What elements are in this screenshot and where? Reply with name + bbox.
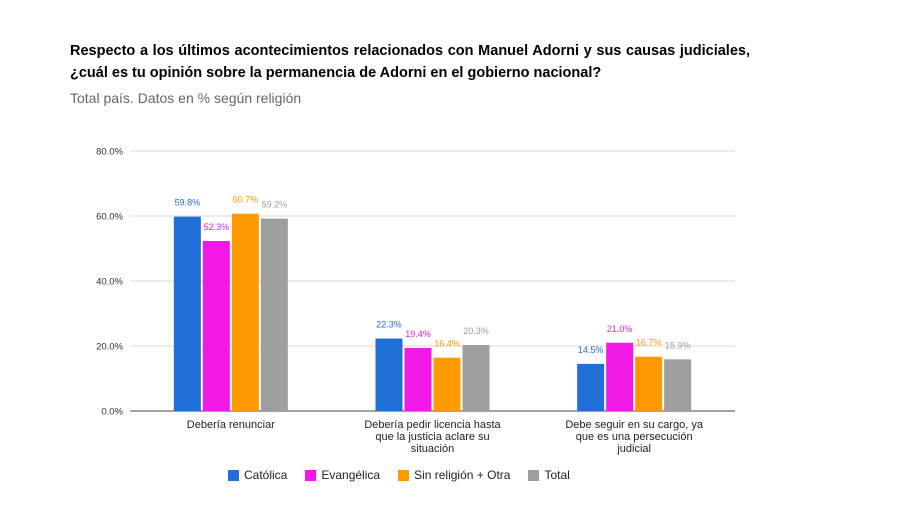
legend-swatch (305, 469, 317, 481)
bar (231, 213, 259, 411)
data-label: 21.0% (607, 324, 633, 334)
y-tick-label: 0.0% (101, 407, 123, 418)
bar (173, 216, 201, 411)
data-label: 15.9% (665, 340, 691, 350)
bar (577, 363, 605, 411)
legend-label: Total (544, 468, 570, 482)
legend-item: Total (528, 468, 570, 482)
x-category-label: situación (411, 443, 454, 455)
legend-item: Católica (228, 468, 287, 482)
data-label: 59.8% (175, 198, 201, 208)
data-label: 60.7% (233, 195, 259, 205)
legend-swatch (528, 469, 540, 481)
data-label: 19.4% (405, 329, 431, 339)
data-label: 14.5% (578, 345, 604, 355)
chart-title: Respecto a los últimos acontecimientos r… (70, 43, 750, 81)
legend: Católica Evangélica Sin religión + Otra Tot… (228, 468, 570, 482)
x-category-label: judicial (616, 443, 651, 455)
bar (606, 342, 634, 411)
y-tick-label: 80.0% (96, 147, 123, 158)
x-category-label: Debe seguir en su cargo, ya (565, 419, 703, 431)
legend-label: Evangélica (321, 468, 381, 482)
chart-subtitle: Total país. Datos en % según religión (70, 90, 302, 106)
bar (260, 218, 288, 411)
data-label: 52.3% (204, 222, 230, 232)
legend-item: Evangélica (305, 468, 380, 482)
data-label: 59.2% (262, 200, 288, 210)
bar (433, 357, 461, 411)
bar (202, 241, 230, 411)
legend-label: Católica (244, 468, 288, 482)
bar (635, 356, 663, 411)
y-tick-label: 20.0% (96, 342, 123, 353)
bar (664, 359, 692, 411)
legend-swatch (398, 469, 410, 481)
data-label: 16.7% (636, 338, 662, 348)
bar (404, 347, 432, 411)
legend-item: Sin religión + Otra (398, 468, 510, 482)
y-tick-label: 60.0% (96, 212, 123, 223)
legend-swatch (228, 469, 239, 481)
bar (462, 345, 490, 411)
data-label: 16.4% (434, 339, 460, 349)
x-category-label: que la justicia aclare su (375, 431, 489, 443)
data-label: 22.3% (376, 320, 402, 330)
x-category-label: que es una persecución (576, 431, 693, 443)
bar (375, 338, 403, 411)
x-category-label: Debería pedir licencia hasta (364, 419, 501, 431)
y-tick-label: 40.0% (96, 277, 123, 288)
data-label: 20.3% (463, 326, 489, 336)
x-category-label: Debería renunciar (187, 419, 275, 431)
legend-label: Sin religión + Otra (414, 468, 511, 482)
